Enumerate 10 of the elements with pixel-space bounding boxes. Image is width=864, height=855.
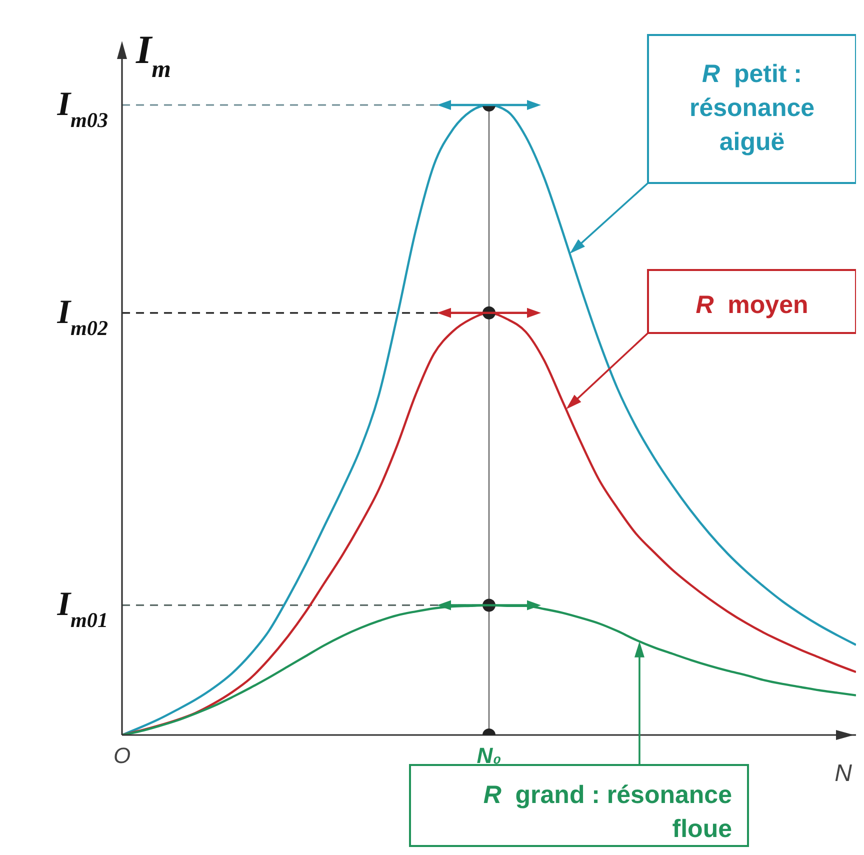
text: R moyen [696, 291, 808, 319]
text: R grand : résonance floue [483, 781, 732, 843]
text: R petit : résonance aiguë [689, 60, 815, 156]
x-tick-label: O [113, 743, 131, 768]
x-axis-title: N [834, 760, 853, 787]
ref-line-label: I$_{m03}$ [56, 86, 108, 132]
x-tick-label: N₀ [476, 743, 502, 768]
ref-line-label: I$_{m01}$ [56, 586, 108, 632]
y-axis-title: I$_{m}$ [135, 27, 171, 82]
ref-line-label: I$_{m02}$ [56, 294, 108, 340]
